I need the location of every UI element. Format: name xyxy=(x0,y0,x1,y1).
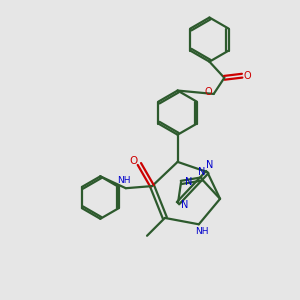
Text: NH: NH xyxy=(196,227,209,236)
Text: N: N xyxy=(182,200,189,210)
Text: NH: NH xyxy=(117,176,130,185)
Text: N: N xyxy=(206,160,213,170)
Text: O: O xyxy=(204,87,212,97)
Text: N: N xyxy=(184,178,192,188)
Text: N: N xyxy=(198,167,206,177)
Text: O: O xyxy=(244,71,251,81)
Text: O: O xyxy=(130,156,138,166)
